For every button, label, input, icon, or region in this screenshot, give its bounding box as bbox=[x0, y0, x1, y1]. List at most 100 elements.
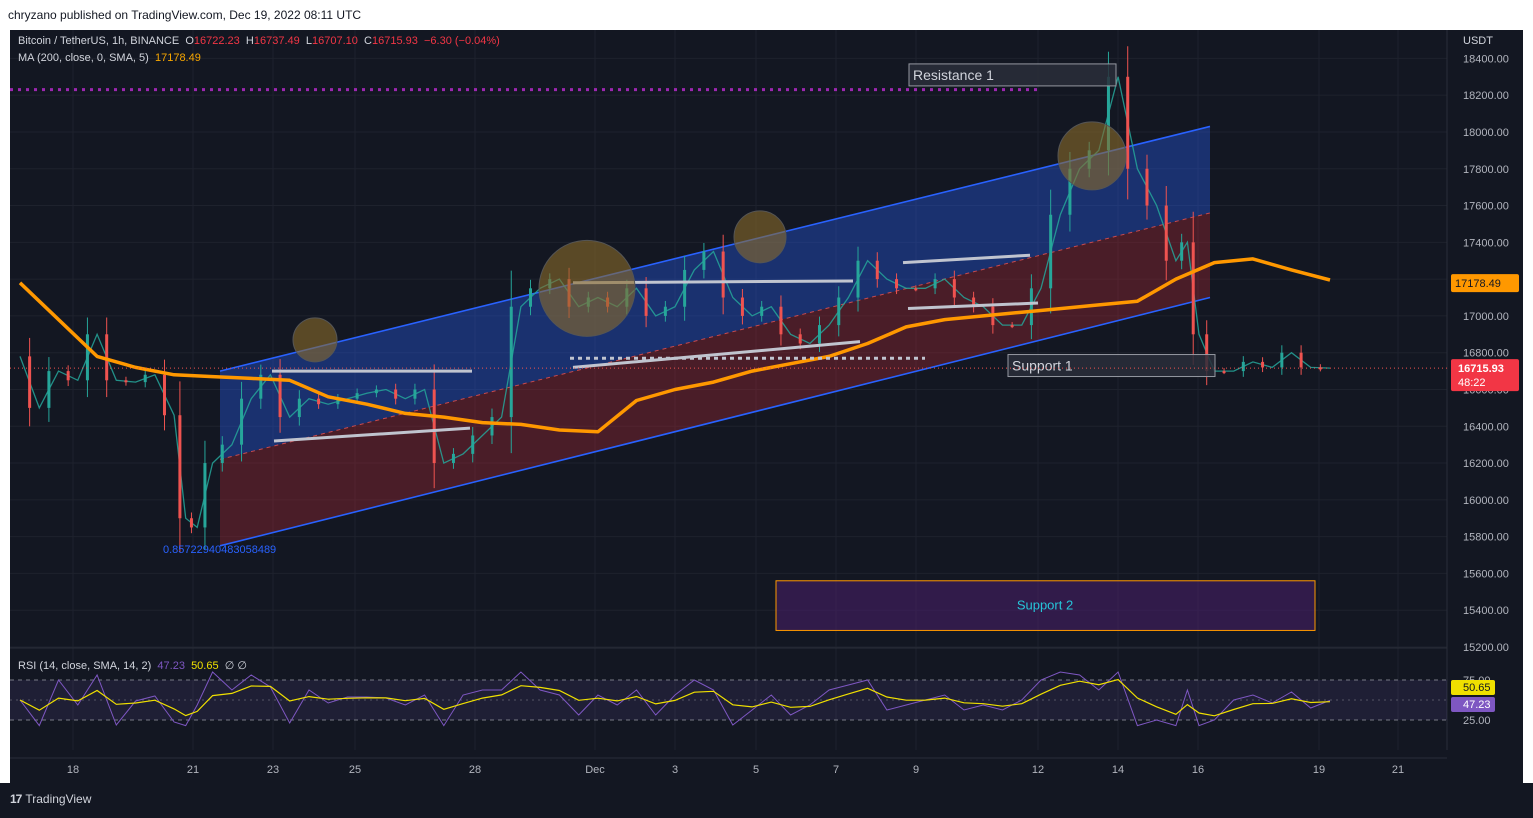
candle-body-40 bbox=[760, 306, 764, 316]
channel-lower-line bbox=[219, 296, 1211, 547]
time-tick-3: 25 bbox=[349, 764, 361, 776]
high-label: H bbox=[245, 35, 254, 47]
candle-body-54 bbox=[1029, 288, 1033, 326]
ma-legend[interactable]: MA (200, close, 0, SMA, 5) 17178.49 bbox=[18, 52, 201, 64]
candle-body-66 bbox=[1241, 361, 1245, 372]
rsi-legend[interactable]: RSI (14, close, SMA, 14, 2) 47.23 50.65 … bbox=[18, 659, 247, 672]
highlight-circle-0 bbox=[292, 317, 338, 363]
rsi-ma-value: 50.65 bbox=[191, 660, 219, 672]
time-tick-13: 19 bbox=[1313, 764, 1325, 776]
support-1-label: Support 1 bbox=[1012, 358, 1073, 374]
time-tick-10: 12 bbox=[1032, 764, 1044, 776]
candle-body-26 bbox=[490, 417, 494, 436]
time-tick-1: 21 bbox=[187, 764, 199, 776]
tradingview-logo-icon: 17 bbox=[10, 792, 22, 806]
currency-label: USDT bbox=[1463, 35, 1493, 47]
price-tick-14: 18000.00 bbox=[1463, 127, 1509, 139]
candle-body-43 bbox=[817, 325, 821, 344]
rsi-ma-line bbox=[19, 678, 1331, 717]
candle-body-25 bbox=[471, 435, 475, 454]
header-bar: chryzano published on TradingView.com, D… bbox=[0, 0, 1533, 30]
price-tick-16: 18400.00 bbox=[1463, 53, 1509, 65]
chart-frame[interactable]: Support 2 Resistance 1 Support 1 0.85722940… bbox=[10, 30, 1523, 783]
rsi-extra: ∅ ∅ bbox=[224, 660, 247, 672]
open-value: 16722.23 bbox=[193, 35, 240, 47]
highlight-circle-3 bbox=[1057, 121, 1127, 191]
candle-body-6 bbox=[124, 380, 128, 383]
candle-body-27 bbox=[509, 306, 513, 418]
candle-body-18 bbox=[336, 398, 340, 405]
ma-label: MA (200, close, 0, SMA, 5) bbox=[18, 52, 149, 64]
candle-body-48 bbox=[914, 288, 918, 291]
candle-body-28 bbox=[529, 288, 533, 307]
candle-body-37 bbox=[702, 251, 706, 270]
candle-body-22 bbox=[413, 389, 417, 399]
countdown-value: 48:22 bbox=[1458, 377, 1486, 389]
channel-upper-fill bbox=[220, 126, 1210, 460]
candle-body-34 bbox=[644, 288, 648, 316]
candle-body-51 bbox=[972, 297, 976, 307]
candle-body-56 bbox=[1068, 168, 1072, 215]
level-bar-5 bbox=[907, 301, 1039, 311]
candle-body-9 bbox=[178, 415, 182, 519]
time-tick-5: Dec bbox=[585, 764, 605, 776]
brand-name: TradingView bbox=[25, 792, 92, 806]
candle-body-42 bbox=[798, 334, 802, 344]
candle-body-63 bbox=[1191, 242, 1195, 335]
candle-body-4 bbox=[85, 334, 89, 381]
candle-body-67 bbox=[1261, 361, 1265, 368]
channel-upper-line bbox=[219, 125, 1211, 372]
symbol-name: Bitcoin / TetherUS, 1h, BINANCE bbox=[18, 35, 180, 47]
candle-body-7 bbox=[143, 374, 147, 383]
candle-body-17 bbox=[317, 398, 321, 405]
price-tick-5: 16200.00 bbox=[1463, 458, 1509, 470]
last-price-badge bbox=[1451, 359, 1519, 392]
candle-body-10 bbox=[189, 518, 193, 528]
resistance-1-label: Resistance 1 bbox=[913, 67, 994, 83]
publisher-line: chryzano published on TradingView.com, D… bbox=[8, 8, 362, 22]
ma-value: 17178.49 bbox=[154, 52, 201, 64]
fib-label: 0.85722940483058489 bbox=[163, 544, 276, 556]
resistance-1-box bbox=[908, 63, 1117, 87]
time-tick-14: 21 bbox=[1392, 764, 1404, 776]
time-tick-4: 28 bbox=[469, 764, 481, 776]
candle-body-41 bbox=[779, 306, 783, 335]
candle-body-49 bbox=[933, 279, 937, 289]
rsi-badge bbox=[1451, 697, 1495, 712]
candle-body-19 bbox=[355, 393, 359, 399]
rsi-label: RSI (14, close, SMA, 14, 2) bbox=[18, 660, 152, 672]
symbol-legend[interactable]: Bitcoin / TetherUS, 1h, BINANCE O16722.2… bbox=[18, 35, 500, 47]
support-1-box bbox=[1007, 354, 1216, 378]
highlight-circle-1 bbox=[538, 239, 636, 337]
candle-body-1 bbox=[28, 356, 32, 408]
price-tick-2: 15600.00 bbox=[1463, 568, 1509, 580]
time-tick-6: 3 bbox=[672, 764, 678, 776]
support-2-zone bbox=[775, 580, 1316, 631]
price-tick-12: 17600.00 bbox=[1463, 201, 1509, 213]
rsi-line bbox=[19, 671, 1331, 727]
candle-body-44 bbox=[837, 297, 841, 326]
time-tick-2: 23 bbox=[267, 764, 279, 776]
tradingview-logo[interactable]: 17 TradingView bbox=[10, 792, 91, 806]
candle-body-47 bbox=[895, 279, 899, 289]
price-tick-1: 15400.00 bbox=[1463, 605, 1509, 617]
low-label: L bbox=[305, 35, 312, 47]
candle-body-62 bbox=[1180, 242, 1184, 261]
candle-body-8 bbox=[162, 374, 166, 416]
price-chart[interactable]: Support 2 Resistance 1 Support 1 0.85722940… bbox=[10, 30, 1523, 783]
candle-body-13 bbox=[240, 398, 244, 445]
candle-body-14 bbox=[259, 374, 263, 399]
ma-badge-value: 17178.49 bbox=[1455, 278, 1501, 290]
price-tick-0: 15200.00 bbox=[1463, 642, 1509, 654]
candle-body-35 bbox=[663, 306, 667, 316]
candle-body-59 bbox=[1126, 76, 1130, 169]
candle-body-36 bbox=[683, 269, 687, 307]
candle-body-68 bbox=[1280, 352, 1284, 368]
low-value: 16707.10 bbox=[312, 35, 358, 47]
candle-body-3 bbox=[66, 371, 70, 381]
rsi-band bbox=[10, 680, 1447, 720]
candle-body-20 bbox=[374, 389, 378, 394]
candle-body-16 bbox=[297, 398, 301, 418]
level-bar-3 bbox=[572, 340, 861, 369]
time-tick-7: 5 bbox=[753, 764, 759, 776]
